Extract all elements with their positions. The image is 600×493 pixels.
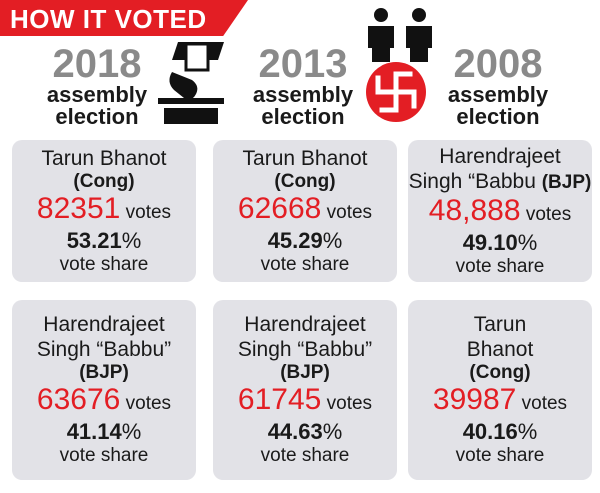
candidate-name-line1: Harendrajeet: [43, 313, 165, 336]
vote-share-label: vote share: [59, 253, 149, 275]
year-label: 2018: [52, 42, 142, 86]
vote-share-label: vote share: [455, 255, 545, 277]
vote-share-label: vote share: [260, 253, 350, 275]
candidate-name-line2: Bhanot: [466, 338, 534, 361]
vote-share-label: vote share: [455, 445, 545, 466]
year-label: 2013: [258, 42, 348, 86]
vote-share-pct: 40.16%: [408, 420, 592, 444]
pct-symbol: %: [322, 419, 343, 444]
party-label: (Cong): [73, 170, 135, 192]
party-label: (BJP): [541, 171, 592, 193]
votes-count: 39987: [432, 383, 517, 416]
pct-symbol: %: [121, 227, 142, 253]
assembly-label: assembly: [46, 82, 148, 107]
assembly-label: assembly: [447, 82, 549, 107]
votes-suffix: votes: [521, 393, 568, 414]
voters-icon: [368, 8, 432, 62]
column-header-2008: 2008 assembly election: [413, 44, 583, 128]
result-card-2018-runner: Harendrajeet Singh “Babbu” (BJP) 63676 v…: [12, 300, 196, 480]
party-label: (Cong): [274, 170, 336, 192]
pct-symbol: %: [517, 419, 538, 444]
votes-count: 63676: [36, 383, 121, 416]
votes-suffix: votes: [326, 393, 373, 414]
pct-number: 49.10: [462, 229, 518, 255]
votes-suffix: votes: [125, 393, 172, 414]
pct-symbol: %: [121, 419, 142, 444]
party-label: (BJP): [79, 362, 129, 383]
party-label: (Cong): [469, 362, 531, 383]
pct-number: 44.63: [267, 419, 323, 444]
pct-number: 53.21: [66, 227, 122, 253]
candidate-name: Tarun Bhanot: [242, 146, 368, 170]
votes-count: 62668: [237, 191, 322, 225]
candidate-name: Tarun Bhanot: [41, 146, 167, 170]
candidate-name-line1: Harendrajeet: [439, 144, 561, 168]
party-label: (BJP): [280, 362, 330, 383]
votes-line: 39987 votes: [408, 384, 592, 420]
votes-line: 63676 votes: [12, 384, 196, 420]
votes-line: 61745 votes: [213, 384, 397, 420]
votes-count: 61745: [237, 383, 322, 416]
election-label: election: [261, 104, 345, 129]
year-label: 2008: [453, 42, 543, 86]
vote-share-label: vote share: [260, 445, 350, 466]
vote-share-pct: 41.14%: [12, 420, 196, 444]
pct-number: 40.16: [462, 419, 518, 444]
pct-number: 45.29: [267, 227, 323, 253]
result-card-2008-runner: Tarun Bhanot (Cong) 39987 votes 40.16% v…: [408, 300, 592, 480]
swastika-symbol-icon: [366, 62, 426, 122]
election-label: election: [456, 104, 540, 129]
votes-count: 48,888: [428, 193, 521, 227]
column-header-2013: 2013 assembly election: [218, 44, 388, 128]
votes-count: 82351: [36, 191, 121, 225]
votes-line: 48,888 votes: [408, 193, 592, 231]
header-title: HOW IT VOTED: [10, 4, 207, 34]
candidate-name-part: Singh “Babbu: [408, 169, 536, 193]
header-banner: HOW IT VOTED: [0, 0, 248, 36]
column-header-2018: 2018 assembly election: [12, 44, 182, 128]
candidate-name-line1: Tarun: [473, 313, 527, 336]
votes-line: 82351 votes: [12, 191, 196, 229]
pct-symbol: %: [322, 227, 343, 253]
ballot-box-icon: [158, 42, 224, 124]
vote-share-pct: 49.10%: [408, 229, 592, 255]
candidate-name-line2: Singh “Babbu”: [237, 338, 373, 361]
pct-number: 41.14: [66, 419, 122, 444]
votes-suffix: votes: [125, 201, 172, 223]
result-card-2013-winner: Tarun Bhanot (Cong) 62668 votes 45.29% v…: [213, 140, 397, 282]
vote-share-pct: 44.63%: [213, 420, 397, 444]
vote-share-pct: 45.29%: [213, 227, 397, 253]
votes-suffix: votes: [525, 203, 572, 225]
result-card-2018-winner: Tarun Bhanot (Cong) 82351 votes 53.21% v…: [12, 140, 196, 282]
candidate-name-line1: Harendrajeet: [244, 313, 366, 336]
vote-share-pct: 53.21%: [12, 227, 196, 253]
votes-line: 62668 votes: [213, 191, 397, 229]
result-card-2008-winner: Harendrajeet Singh “Babbu (BJP) 48,888 v…: [408, 140, 592, 282]
assembly-label: assembly: [252, 82, 354, 107]
election-label: election: [55, 104, 139, 129]
pct-symbol: %: [517, 229, 538, 255]
vote-share-label: vote share: [59, 445, 149, 466]
candidate-name-line2: Singh “Babbu”: [36, 338, 172, 361]
votes-suffix: votes: [326, 201, 373, 223]
result-card-2013-runner: Harendrajeet Singh “Babbu” (BJP) 61745 v…: [213, 300, 397, 480]
candidate-name-line2: Singh “Babbu (BJP): [408, 169, 592, 195]
